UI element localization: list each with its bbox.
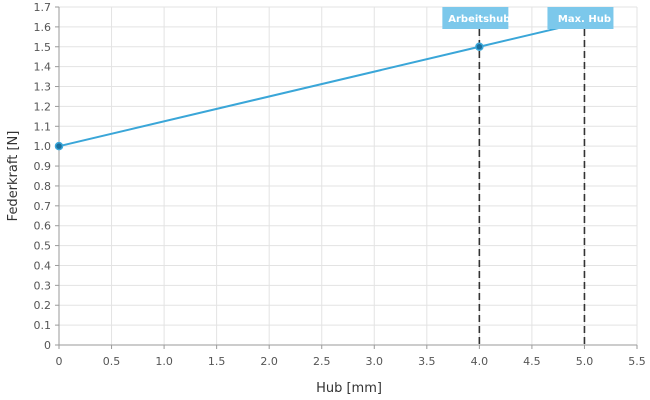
x-tick-label: 4.5 — [523, 355, 541, 368]
x-tick-label: 1.5 — [208, 355, 226, 368]
y-tick-label: 0.7 — [34, 200, 52, 213]
y-tick-label: 0.5 — [34, 240, 52, 253]
y-tick-label: 0.1 — [34, 319, 52, 332]
x-tick-label: 4.0 — [471, 355, 489, 368]
x-tick-label: 1.0 — [155, 355, 173, 368]
x-tick-label: 5.5 — [628, 355, 646, 368]
data-point — [475, 42, 484, 52]
y-tick-label: 1.7 — [34, 1, 52, 14]
marker-badge — [442, 7, 509, 29]
axes — [55, 6, 638, 349]
tick-labels: 0 0.5 1.0 1.5 2.0 2.5 3.0 3.5 4.0 4.5 5.0 5.5 0 0.1 0.… — [34, 1, 646, 368]
y-axis-title: Federkraft [N] — [6, 131, 21, 222]
marker-badge-label: Max. Hub — [558, 14, 611, 25]
x-tick-label: 0 — [56, 355, 63, 368]
x-tick-label: 2.5 — [313, 355, 331, 368]
x-tick-label: 0.5 — [103, 355, 121, 368]
y-tick-label: 1.6 — [34, 21, 52, 34]
y-tick-label: 0.9 — [34, 160, 52, 173]
y-tick-label: 0.2 — [34, 299, 52, 312]
reference-markers — [478, 29, 586, 345]
y-tick-label: 0.6 — [34, 220, 52, 233]
x-axis-title: Hub [mm] — [316, 381, 382, 396]
y-tick-label: 0 — [44, 339, 51, 352]
grid — [58, 6, 638, 346]
y-tick-label: 1.1 — [34, 120, 52, 133]
marker-badge-label: Arbeitshub — [448, 14, 510, 25]
marker-badges: Arbeitshub Max. Hub — [442, 7, 614, 29]
y-tick-label: 1.5 — [34, 41, 52, 54]
y-tick-label: 1.3 — [34, 81, 52, 94]
x-tick-label: 2.0 — [260, 355, 278, 368]
marker-badge — [547, 7, 614, 29]
y-tick-label: 0.4 — [34, 259, 52, 272]
x-tick-label: 3.0 — [366, 355, 384, 368]
x-tick-label: 3.5 — [418, 355, 436, 368]
y-tick-label: 0.8 — [34, 180, 52, 193]
y-tick-label: 1.0 — [34, 140, 52, 153]
y-tick-label: 1.4 — [34, 61, 52, 74]
y-tick-label: 0.3 — [34, 279, 52, 292]
y-tick-label: 1.2 — [34, 100, 52, 113]
data-point — [54, 141, 64, 151]
x-tick-label: 5.0 — [576, 355, 594, 368]
